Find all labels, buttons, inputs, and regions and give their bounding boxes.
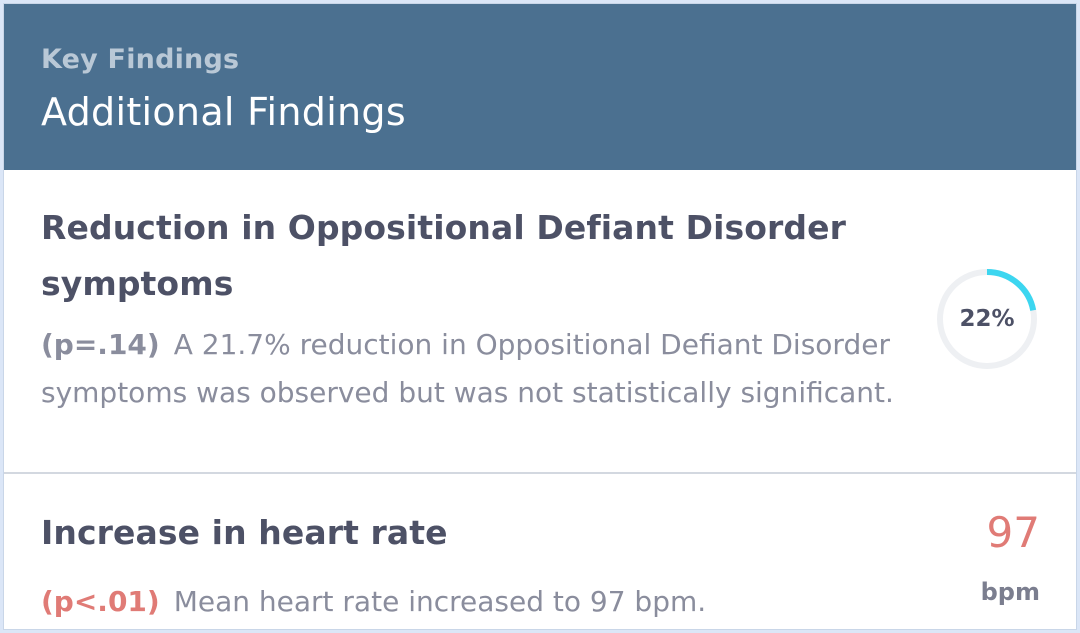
card-header: Key Findings Additional Findings [4,4,1076,170]
p-value: (p<.01) [41,585,160,618]
finding-item: Reduction in Oppositional Defiant Disord… [4,170,1076,474]
finding-description: (p=.14) A 21.7% reduction in Oppositional… [41,321,936,417]
page-title: Additional Findings [41,90,406,134]
progress-ring-arc [937,269,1037,369]
findings-card: Key Findings Additional Findings Reducti… [3,3,1077,630]
metric-value: 97 [986,508,1040,557]
progress-ring-label: 22% [959,306,1015,332]
finding-description: (p<.01) Mean heart rate increased to 97 b… [41,578,936,626]
metric-unit: bpm [980,578,1040,606]
progress-ring: 22% [934,266,1040,372]
finding-description-text: Mean heart rate increased to 97 bpm. [173,585,707,618]
metric-indicator: 97 bpm [981,502,1040,608]
finding-title: Reduction in Oppositional Defiant Disord… [41,208,846,303]
header-eyebrow: Key Findings [41,44,240,75]
finding-title: Increase in heart rate [41,513,448,552]
progress-ring-graphic [937,269,1037,369]
finding-description-text: A 21.7% reduction in Oppositional Defian… [41,328,894,409]
p-value: (p=.14) [41,328,160,361]
finding-item: Increase in heart rate (p<.01) Mean heart… [4,474,1076,629]
